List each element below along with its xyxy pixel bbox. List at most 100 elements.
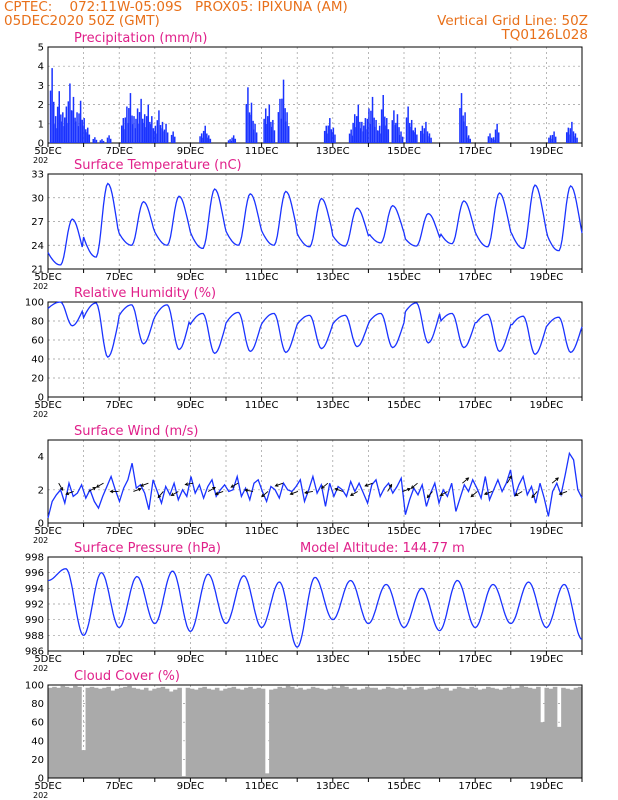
cloud-bar bbox=[410, 688, 416, 778]
panel4-ytick-label: 994 bbox=[25, 584, 44, 595]
cloud-bar bbox=[365, 686, 370, 778]
cloud-bar bbox=[315, 687, 320, 778]
wind-arrow bbox=[531, 491, 538, 498]
header-code: TQ0126L028 bbox=[501, 27, 588, 43]
cloud-bar bbox=[502, 687, 508, 778]
cloud-bar bbox=[177, 687, 182, 778]
panel5-xtick-label: 15DEC bbox=[387, 781, 421, 792]
precip-bar bbox=[149, 124, 151, 143]
cloud-bar bbox=[139, 689, 145, 778]
panel1-xtick-label: 17DEC bbox=[458, 272, 492, 283]
precip-bar bbox=[160, 128, 162, 143]
header-run-time: 05DEC2020 50Z (GMT) bbox=[4, 13, 160, 29]
cloud-bar bbox=[398, 687, 404, 778]
precip-bar bbox=[166, 132, 169, 143]
cloud-bar bbox=[206, 688, 212, 778]
cloud-bar bbox=[298, 687, 303, 778]
cloud-bar bbox=[569, 689, 575, 778]
precip-bar bbox=[172, 131, 174, 143]
panel1-ytick-label: 30 bbox=[31, 193, 44, 204]
precip-bar bbox=[407, 106, 409, 143]
cloud-bar bbox=[294, 688, 299, 778]
wind-arrow bbox=[290, 491, 299, 495]
precip-bar bbox=[94, 137, 96, 143]
wind-arrow bbox=[88, 487, 96, 492]
precip-bar bbox=[352, 122, 354, 143]
wind-arrow-head bbox=[407, 487, 411, 492]
precip-bar bbox=[69, 83, 71, 143]
precip-bar bbox=[252, 129, 255, 143]
precip-bar bbox=[147, 104, 149, 143]
wind-arrow-head bbox=[465, 477, 470, 481]
cloud-bar bbox=[68, 687, 74, 778]
panel1-frame bbox=[47, 173, 583, 270]
precip-bar bbox=[400, 131, 402, 143]
cloud-bar bbox=[385, 686, 391, 778]
cloud-frame-overlay bbox=[47, 684, 583, 779]
precip-bar bbox=[174, 136, 176, 143]
cloud-bar bbox=[494, 688, 499, 778]
cloud-bar bbox=[264, 773, 270, 778]
precip-bar bbox=[78, 113, 80, 143]
panel0-xtick-label: 11DEC bbox=[245, 146, 279, 157]
cloud-bar bbox=[452, 688, 458, 778]
cloud-bar bbox=[277, 686, 283, 778]
cloud-bar bbox=[231, 686, 237, 778]
cloud-bar bbox=[352, 687, 358, 778]
precip-bar bbox=[170, 134, 173, 143]
precip-bar bbox=[268, 104, 271, 143]
panel4-ytick-label: 988 bbox=[25, 631, 44, 642]
cloud-bar bbox=[269, 689, 274, 778]
wind-arrow bbox=[411, 482, 418, 489]
cloud-bar bbox=[360, 688, 366, 778]
precip-bar bbox=[229, 139, 231, 143]
cloud-bar bbox=[164, 688, 170, 778]
panel4-title: Surface Pressure (hPa) bbox=[74, 541, 221, 556]
precip-bar bbox=[49, 90, 52, 143]
precip-bar bbox=[154, 125, 157, 143]
panel5-ytick-label: 80 bbox=[31, 699, 44, 710]
wind-arrow-head bbox=[230, 484, 235, 488]
precip-bar bbox=[465, 126, 468, 143]
precip-bar bbox=[135, 118, 137, 143]
precip-bar bbox=[565, 132, 568, 143]
panel3-ytick-label: 0 bbox=[38, 519, 44, 530]
panel3-title: Surface Wind (m/s) bbox=[74, 424, 198, 439]
wind-arrow bbox=[440, 491, 448, 496]
cloud-bar bbox=[168, 691, 174, 778]
cloud-bar bbox=[127, 685, 132, 778]
precip-bar bbox=[331, 132, 333, 143]
panel4-xtick-label: 15DEC bbox=[387, 654, 421, 665]
wind-arrow-head bbox=[410, 485, 415, 489]
wind-arrow bbox=[426, 491, 433, 498]
precip-bar bbox=[92, 138, 94, 143]
wind-arrow bbox=[515, 491, 523, 496]
cloud-bar bbox=[377, 689, 383, 778]
cloud-bar bbox=[356, 689, 362, 778]
cloud-bar bbox=[306, 688, 312, 778]
panel1-xtick-label: 15DEC bbox=[387, 272, 421, 283]
precip-bar bbox=[350, 129, 352, 143]
precip-bar bbox=[231, 137, 233, 143]
precip-bar bbox=[53, 124, 55, 143]
wind-arrow-head bbox=[334, 487, 339, 492]
cloud-bar bbox=[473, 687, 479, 778]
panel2-title: Relative Humidity (%) bbox=[74, 286, 216, 301]
precip-bar bbox=[428, 133, 431, 143]
cloud-bar bbox=[252, 688, 257, 778]
panel2-xtick-label: 11DEC bbox=[245, 400, 279, 411]
cloud-bar bbox=[219, 690, 224, 778]
cloud-bar bbox=[227, 687, 232, 778]
panel3-ytick-label: 2 bbox=[38, 485, 44, 496]
cloud-bar bbox=[148, 690, 153, 778]
cloud-bar bbox=[523, 686, 529, 778]
panel4-year-stub: 202 bbox=[33, 664, 48, 673]
panel3-xtick-label: 13DEC bbox=[316, 526, 350, 537]
cloud-bar bbox=[490, 687, 495, 778]
panel3-xtick-label: 11DEC bbox=[245, 526, 279, 537]
wind-arrow-head bbox=[470, 493, 475, 498]
cloud-bar bbox=[302, 689, 308, 778]
panel5-ytick-label: 40 bbox=[31, 736, 44, 747]
cloud-bar bbox=[427, 688, 433, 778]
